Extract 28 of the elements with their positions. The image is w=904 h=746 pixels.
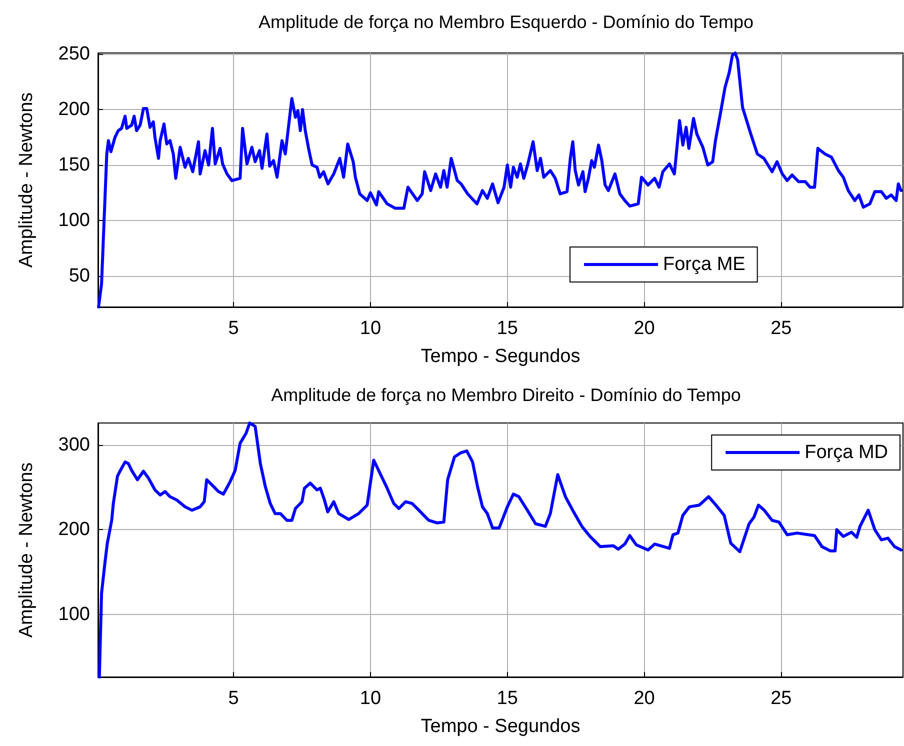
x-tick-label: 20 bbox=[634, 318, 655, 339]
x-axis-title: Tempo - Segundos bbox=[420, 716, 580, 737]
y-tick-label: 50 bbox=[68, 265, 90, 286]
y-axis-title: Amplitude - Newtons bbox=[16, 92, 37, 268]
y-tick-label: 300 bbox=[58, 434, 90, 456]
x-tick-label: 25 bbox=[770, 688, 792, 709]
y-tick-label: 100 bbox=[58, 604, 90, 625]
x-tick-label: 10 bbox=[360, 318, 382, 339]
x-tick-label: 25 bbox=[770, 318, 792, 339]
chart-title: Amplitude de força no Membro Esquerdo - Domínio do Tempo bbox=[258, 12, 754, 32]
y-tick-label: 250 bbox=[58, 44, 90, 65]
y-tick-label: 200 bbox=[58, 519, 90, 540]
x-tick-label: 15 bbox=[496, 688, 518, 709]
y-axis-title: Amplitude - Newtons bbox=[16, 462, 37, 638]
legend-label: Força ME bbox=[663, 254, 746, 275]
y-tick-label: 100 bbox=[58, 210, 90, 231]
x-tick-label: 5 bbox=[228, 688, 239, 709]
line-series bbox=[98, 422, 903, 678]
y-tick-label: 150 bbox=[58, 154, 90, 176]
line-series bbox=[97, 52, 903, 308]
x-tick-label: 5 bbox=[228, 318, 239, 339]
x-axis-title: Tempo - Segundos bbox=[420, 346, 580, 367]
y-tick-label: 200 bbox=[58, 99, 90, 120]
chart-title: Amplitude de força no Membro Direito - Domínio do Tempo bbox=[271, 385, 741, 405]
x-tick-label: 20 bbox=[634, 688, 655, 709]
legend-label: Força MD bbox=[804, 442, 888, 463]
x-tick-label: 15 bbox=[496, 318, 518, 339]
x-tick-label: 10 bbox=[360, 688, 382, 709]
